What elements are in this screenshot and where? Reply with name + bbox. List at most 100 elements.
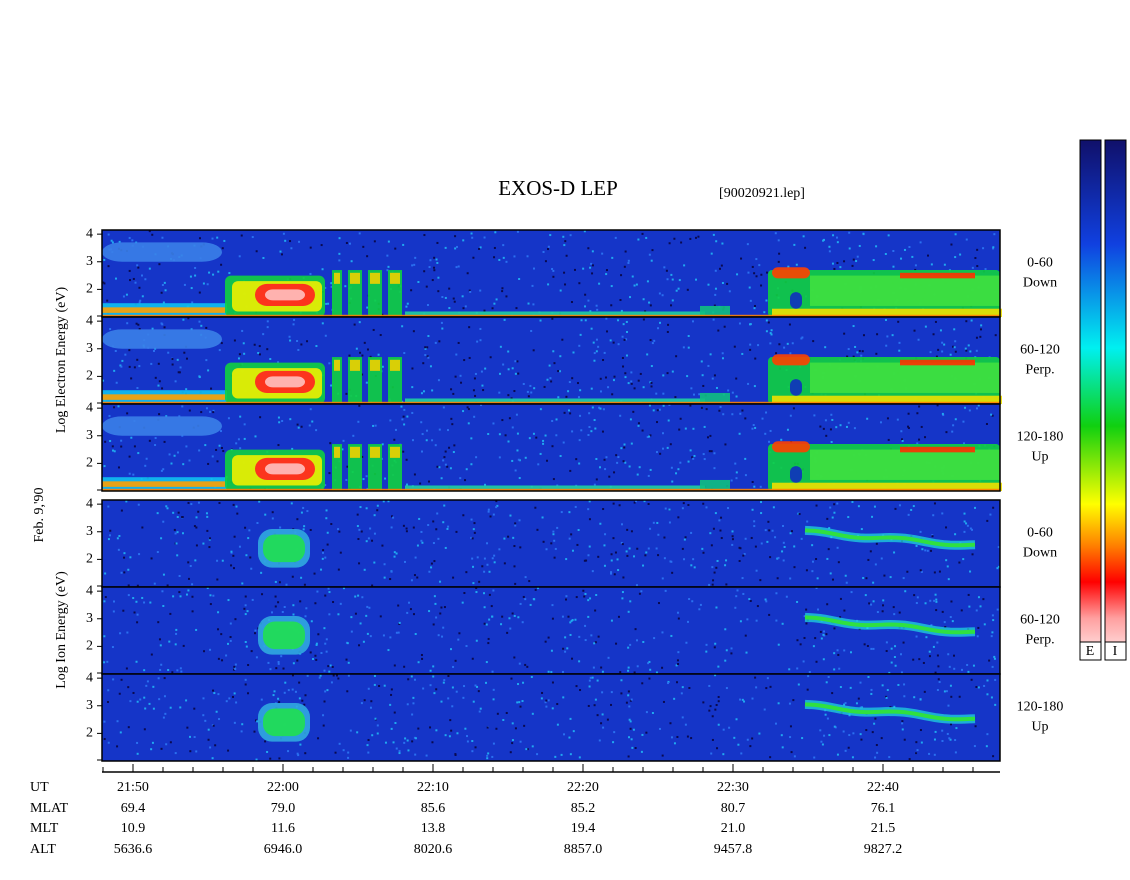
noise (922, 661, 925, 664)
noise (947, 653, 950, 656)
noise (416, 576, 419, 579)
panel (101, 229, 1002, 318)
noise (755, 258, 758, 261)
noise (866, 644, 869, 647)
noise (628, 547, 631, 550)
noise (793, 243, 796, 246)
noise (969, 570, 972, 573)
noise (215, 710, 218, 713)
noise (789, 736, 792, 739)
noise (398, 750, 401, 753)
noise (907, 513, 910, 516)
noise (186, 726, 189, 729)
noise (218, 718, 221, 721)
noise (324, 556, 327, 559)
noise (644, 310, 647, 313)
noise (630, 738, 633, 741)
noise (215, 448, 218, 451)
noise (511, 367, 514, 370)
noise (306, 340, 309, 343)
noise (442, 521, 445, 524)
noise (345, 392, 348, 395)
noise (610, 304, 613, 307)
noise (642, 318, 645, 321)
noise (890, 647, 893, 650)
noise (191, 595, 194, 598)
noise (348, 354, 351, 357)
y-tick-label: 2 (86, 369, 93, 384)
noise (708, 583, 711, 586)
noise (726, 282, 729, 285)
noise (577, 529, 580, 532)
noise (127, 584, 130, 587)
noise (893, 613, 896, 616)
noise (901, 728, 904, 731)
noise (966, 663, 969, 666)
noise (473, 531, 476, 534)
noise (592, 341, 595, 344)
noise (514, 469, 517, 472)
noise (428, 266, 431, 269)
noise (474, 684, 477, 687)
noise (860, 738, 863, 741)
noise (212, 724, 215, 727)
noise (642, 386, 645, 389)
noise (179, 595, 182, 598)
noise (468, 289, 471, 292)
noise (670, 634, 673, 637)
noise (937, 348, 940, 351)
noise (833, 503, 836, 506)
noise (455, 245, 458, 248)
noise (806, 520, 809, 523)
y-tick-label: 4 (86, 400, 93, 415)
noise (309, 528, 312, 531)
noise (610, 285, 613, 288)
noise (970, 678, 973, 681)
noise (435, 688, 438, 691)
noise (103, 600, 106, 603)
noise (280, 655, 283, 658)
noise (209, 648, 212, 651)
noise (154, 444, 157, 447)
noise (997, 546, 1000, 549)
noise (337, 613, 340, 616)
noise (602, 726, 605, 729)
noise (675, 664, 678, 667)
noise (662, 700, 665, 703)
noise (830, 441, 833, 444)
noise (819, 630, 822, 633)
noise (754, 357, 757, 360)
noise (941, 739, 944, 742)
noise (928, 650, 931, 653)
noise (253, 730, 256, 733)
noise (711, 377, 714, 380)
noise (228, 272, 231, 275)
noise (642, 298, 645, 301)
noise (936, 641, 939, 644)
noise (543, 385, 546, 388)
spectral-feature (700, 392, 730, 404)
noise (220, 342, 223, 345)
noise (903, 248, 906, 251)
noise (610, 571, 613, 574)
noise (735, 395, 738, 398)
noise (719, 529, 722, 532)
noise (359, 506, 362, 509)
noise (436, 241, 439, 244)
noise (189, 750, 192, 753)
noise (228, 697, 231, 700)
noise (479, 327, 482, 330)
noise (686, 288, 689, 291)
noise (638, 466, 641, 469)
noise (595, 350, 598, 353)
noise (749, 599, 752, 602)
noise (775, 352, 778, 355)
noise (595, 594, 598, 597)
noise (291, 447, 294, 450)
noise (470, 437, 473, 440)
noise (234, 667, 237, 670)
noise (965, 320, 968, 323)
noise (305, 607, 308, 610)
noise (455, 266, 458, 269)
noise (150, 362, 153, 365)
